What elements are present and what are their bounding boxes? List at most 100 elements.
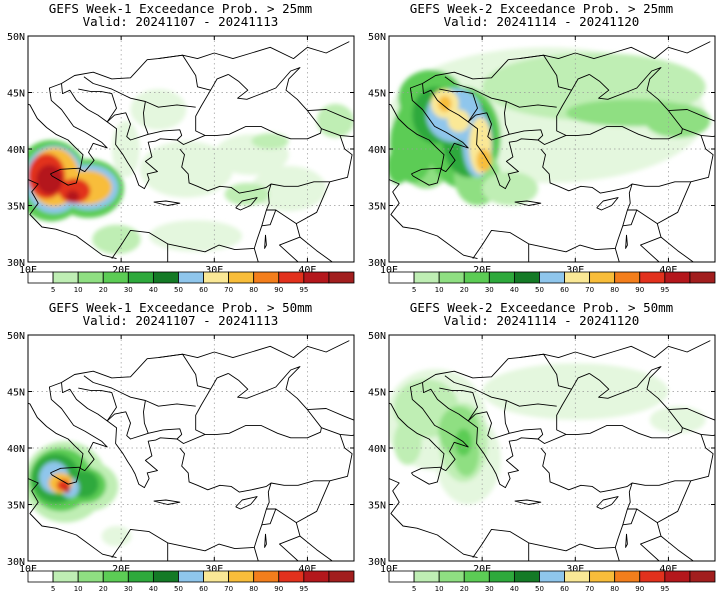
- colorbar-box: [52, 271, 79, 284]
- colorbar-box: [328, 271, 355, 284]
- colorbar-box: [614, 570, 641, 583]
- lon-tick-label: 40E: [659, 564, 677, 575]
- probability-contour: [36, 164, 63, 195]
- outline-b13: [296, 480, 331, 523]
- outline-b4: [439, 88, 478, 123]
- outline-sicily: [411, 466, 442, 485]
- outline-b5: [143, 101, 149, 135]
- outline-dead: [264, 533, 267, 548]
- colorbar-box: [488, 570, 515, 583]
- outline-turkey_s: [111, 447, 272, 558]
- colorbar-box: [127, 271, 154, 284]
- outline-b14: [660, 535, 695, 561]
- outline-b2: [83, 375, 196, 407]
- outline-tunisia: [389, 478, 478, 559]
- colorbar-label: 40: [149, 286, 158, 294]
- lat-tick-label: 40N: [7, 145, 25, 156]
- colorbar-box: [488, 271, 515, 284]
- colorbar-box: [203, 271, 230, 284]
- outline-italy: [28, 382, 108, 472]
- lat-tick-label: 50N: [368, 32, 386, 43]
- map-panel-week2-25mm: GEFS Week-2 Exceedance Prob. > 25mm Vali…: [361, 0, 722, 299]
- probability-contour: [645, 103, 711, 138]
- probability-contour: [66, 190, 80, 203]
- colorbar-box: [102, 570, 129, 583]
- lon-tick-label: 40E: [298, 564, 316, 575]
- colorbar-box: [413, 570, 440, 583]
- outline-b2: [444, 76, 557, 108]
- colorbar-label: 50: [535, 585, 544, 593]
- map-panel-week1-25mm: GEFS Week-1 Exceedance Prob. > 25mm Vali…: [0, 0, 361, 299]
- colorbar-box: [689, 570, 716, 583]
- colorbar-label: 60: [560, 585, 569, 593]
- outline-b4: [78, 387, 117, 422]
- colorbar-label: 10: [74, 286, 83, 294]
- coastlines-and-borders: [28, 340, 354, 561]
- outline-dead: [625, 234, 628, 249]
- outline-blacksea_n: [589, 366, 683, 428]
- outline-dead: [625, 533, 628, 548]
- colorbar-box: [664, 271, 691, 284]
- colorbar-box: [438, 570, 465, 583]
- map-panel-week1-50mm: GEFS Week-1 Exceedance Prob. > 50mm Vali…: [0, 299, 361, 598]
- probability-contour: [393, 419, 422, 465]
- colorbar-box: [639, 570, 666, 583]
- probability-contour: [64, 486, 70, 494]
- probability-map: 10E 20E 30E 40E 50N 45N 40N 35N 30N 5 10 20 30 40 50 60…: [368, 331, 716, 593]
- colorbar-box: [388, 271, 415, 284]
- lon-tick-label: 40E: [659, 265, 677, 276]
- outline-sicily: [50, 167, 81, 186]
- outline-b2: [83, 76, 196, 108]
- colorbar-label: 20: [99, 585, 108, 593]
- coastlines-and-borders: [28, 41, 354, 262]
- colorbar-label: 60: [560, 286, 569, 294]
- outline-b7: [668, 408, 715, 437]
- outline-italy: [389, 83, 469, 173]
- outline-b1: [61, 41, 350, 84]
- probability-shading: [28, 89, 354, 255]
- colorbar-box: [539, 570, 565, 583]
- outline-cyprus: [596, 197, 619, 211]
- axes: 10E 20E 30E 40E 50N 45N 40N 35N 30N: [7, 331, 354, 575]
- probability-contour: [389, 147, 410, 185]
- colorbar: 5 10 20 30 40 50 60 70 80 90 95: [388, 570, 716, 593]
- lon-tick-label: 20E: [473, 564, 491, 575]
- colorbar-label: 95: [660, 585, 669, 593]
- outline-b3: [106, 112, 183, 141]
- colorbar-box: [513, 570, 540, 583]
- outline-b9: [622, 209, 638, 227]
- outline-b13: [296, 181, 331, 224]
- outline-b10: [253, 248, 259, 262]
- colorbar-box: [278, 271, 305, 284]
- outline-b10: [614, 547, 620, 561]
- probability-contour: [649, 406, 706, 434]
- lat-tick-label: 35N: [368, 202, 386, 213]
- outline-turkey_s: [472, 447, 633, 558]
- lon-tick-label: 30E: [205, 564, 223, 575]
- colorbar-box: [388, 570, 415, 583]
- colorbar-label: 5: [412, 585, 416, 593]
- probability-shading: [389, 47, 711, 206]
- probability-shading: [28, 441, 132, 547]
- outline-cyprus: [235, 197, 258, 211]
- colorbar-box: [27, 271, 54, 284]
- probability-contour: [149, 220, 243, 252]
- colorbar-box: [52, 570, 79, 583]
- outline-balkans: [61, 382, 206, 489]
- colorbar-label: 70: [224, 585, 233, 593]
- graticule: [389, 36, 715, 262]
- lat-tick-label: 30N: [7, 258, 25, 269]
- probability-contour: [316, 103, 354, 138]
- colorbar-box: [689, 271, 716, 284]
- map-panel-week2-50mm: GEFS Week-2 Exceedance Prob. > 50mm Vali…: [361, 299, 722, 598]
- probability-contour: [251, 133, 289, 149]
- colorbar-label: 40: [510, 286, 519, 294]
- outline-b2: [444, 375, 557, 407]
- colorbar-box: [278, 570, 305, 583]
- lon-tick-label: 30E: [205, 265, 223, 276]
- outline-balkans: [61, 83, 206, 190]
- colorbar-label: 5: [412, 286, 416, 294]
- outline-turkey_n: [566, 424, 683, 439]
- colorbar-box: [178, 570, 204, 583]
- panel-title: GEFS Week-1 Exceedance Prob. > 25mm: [48, 1, 313, 16]
